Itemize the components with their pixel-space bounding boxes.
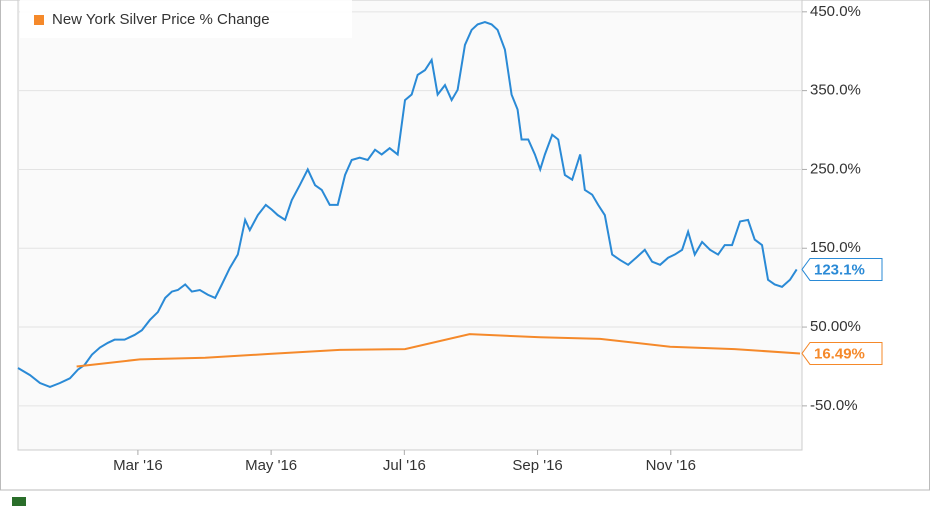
plot-area: [17, 0, 803, 451]
logo: [12, 497, 26, 506]
legend-label: New York Silver Price % Change: [52, 11, 270, 28]
x-tick-label: Jul '16: [383, 457, 426, 474]
chart-layer: -50.0% 50.00% 150.0% 250.0% 350.0% 450.0% Mar …: [17, 0, 883, 474]
y-tick-label: 150.0%: [810, 239, 861, 256]
end-label: 16.49%: [801, 341, 883, 365]
legend-box: [20, 0, 352, 38]
y-tick-label: 450.0%: [810, 3, 861, 20]
end-label-box: [801, 257, 883, 281]
y-tick-label: -50.0%: [810, 397, 858, 414]
end-label-box: [801, 341, 883, 365]
x-tick-label: May '16: [245, 457, 297, 474]
x-tick-label: Nov '16: [646, 457, 696, 474]
legend-swatch: [34, 15, 44, 25]
y-tick-label: 250.0%: [810, 160, 861, 177]
legend: New York Silver Price % Change: [20, 0, 352, 38]
end-label-text: 16.49%: [814, 345, 865, 362]
x-tick-label: Mar '16: [113, 457, 163, 474]
end-label: 123.1%: [801, 257, 883, 281]
series-line: [76, 333, 801, 368]
y-tick-label: 350.0%: [810, 82, 861, 99]
series-line: [17, 21, 798, 389]
end-label-text: 123.1%: [814, 261, 865, 278]
y-tick-label: 50.00%: [810, 318, 861, 335]
x-tick-label: Sep '16: [512, 457, 562, 474]
